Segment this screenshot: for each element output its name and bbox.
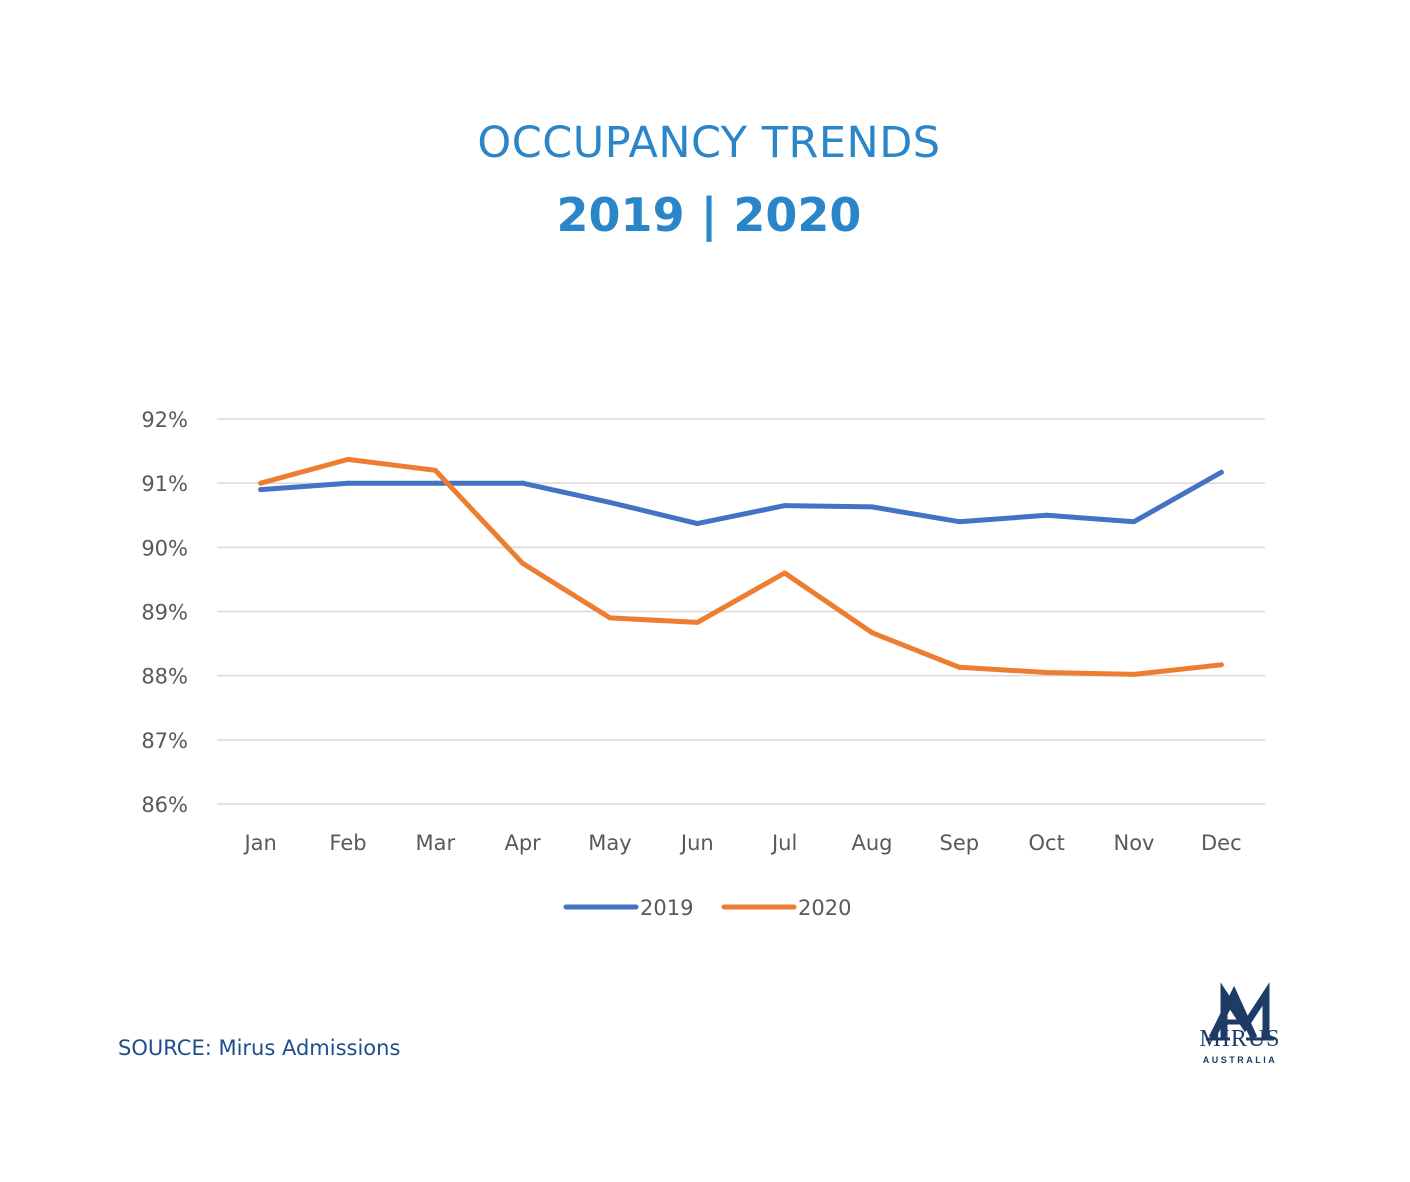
x-tick-label: Mar xyxy=(416,831,456,855)
y-tick-label: 87% xyxy=(141,729,188,753)
y-tick-label: 86% xyxy=(141,793,188,817)
data-point-2020 xyxy=(869,630,875,636)
x-tick-label: Feb xyxy=(329,831,366,855)
y-tick-label: 88% xyxy=(141,665,188,689)
data-point-2020 xyxy=(694,619,700,625)
data-point-2020 xyxy=(432,467,438,473)
data-point-2019 xyxy=(1044,512,1050,518)
legend-label: 2019 xyxy=(640,896,693,920)
ma-monogram-icon xyxy=(1206,982,1274,1041)
data-point-2020 xyxy=(607,615,613,621)
series-line-2020 xyxy=(258,456,1224,677)
x-tick-label: Nov xyxy=(1114,831,1155,855)
x-tick-label: May xyxy=(588,831,631,855)
x-tick-label: Jan xyxy=(242,831,276,855)
data-point-2020 xyxy=(258,480,264,486)
data-point-2019 xyxy=(1131,519,1137,525)
y-tick-label: 89% xyxy=(141,601,188,625)
y-tick-label: 91% xyxy=(141,472,188,496)
data-point-2020 xyxy=(956,664,962,670)
source-note: SOURCE: Mirus Admissions xyxy=(118,1036,401,1060)
legend-label: 2020 xyxy=(798,896,851,920)
data-point-2019 xyxy=(869,504,875,510)
data-point-2020 xyxy=(782,570,788,576)
logo-name: MIRUS xyxy=(1199,1026,1281,1052)
x-tick-label: Apr xyxy=(504,831,541,855)
data-point-2020 xyxy=(520,560,526,566)
x-tick-label: Jun xyxy=(679,831,714,855)
data-point-2019 xyxy=(432,480,438,486)
x-tick-label: Sep xyxy=(940,831,980,855)
y-tick-label: 90% xyxy=(141,536,188,560)
data-point-2019 xyxy=(956,519,962,525)
logo-subtitle: AUSTRALIA xyxy=(1202,1055,1278,1065)
data-point-2019 xyxy=(607,499,613,505)
data-point-2019 xyxy=(694,521,700,527)
data-point-2020 xyxy=(1218,662,1224,668)
chart-title: OCCUPANCY TRENDS xyxy=(477,118,941,168)
data-point-2020 xyxy=(1044,669,1050,675)
data-point-2019 xyxy=(345,480,351,486)
x-tick-label: Oct xyxy=(1029,831,1065,855)
series-line-2019 xyxy=(258,469,1224,527)
data-point-2020 xyxy=(1131,671,1137,677)
data-point-2019 xyxy=(782,503,788,509)
data-point-2020 xyxy=(345,456,351,462)
y-tick-label: 92% xyxy=(141,408,188,432)
chart-subtitle: 2019 | 2020 xyxy=(556,188,862,242)
x-tick-label: Jul xyxy=(770,831,797,855)
data-point-2019 xyxy=(1218,469,1224,475)
data-point-2019 xyxy=(520,480,526,486)
data-point-2019 xyxy=(258,487,264,493)
x-tick-label: Aug xyxy=(851,831,892,855)
x-tick-label: Dec xyxy=(1201,831,1242,855)
